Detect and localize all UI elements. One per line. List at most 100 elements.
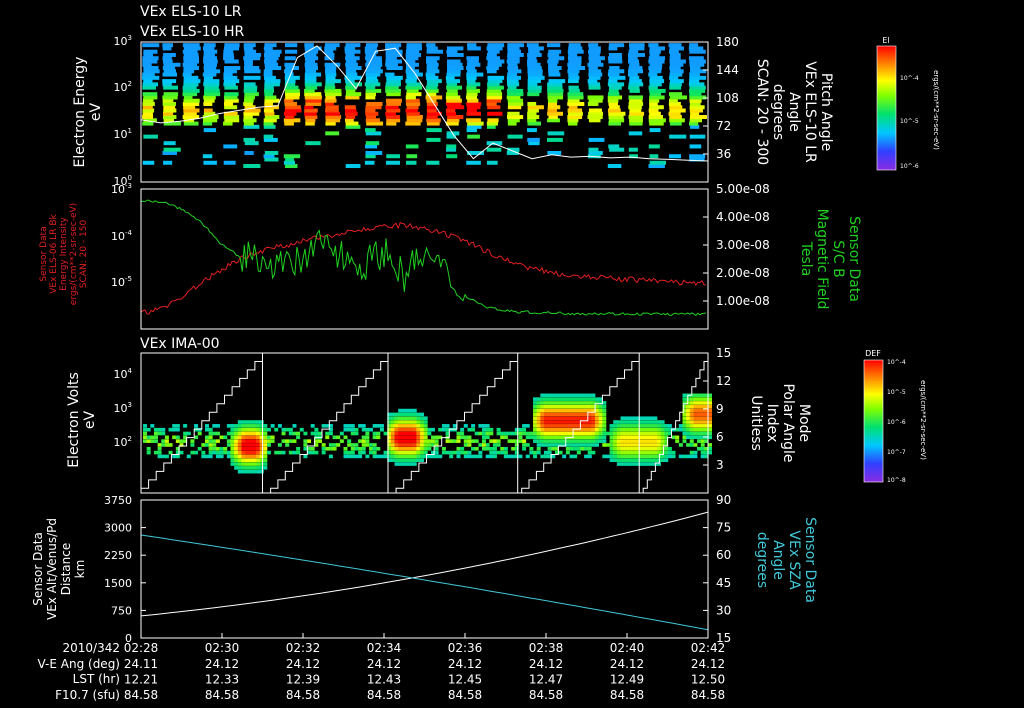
ima-cell xyxy=(467,439,472,443)
ima-cell xyxy=(292,424,297,428)
els-cell xyxy=(406,105,419,110)
els-cell xyxy=(447,118,460,123)
els-ytick-2: 102 xyxy=(114,80,132,94)
els-cell xyxy=(629,121,643,126)
els-cell xyxy=(649,79,665,84)
ima-cell xyxy=(631,458,636,463)
els-cell xyxy=(264,98,280,103)
ima-cell xyxy=(460,435,465,440)
els-cell xyxy=(629,46,645,51)
ima-cell xyxy=(168,443,173,447)
ima-cell xyxy=(700,408,705,413)
els-cell xyxy=(182,49,198,54)
ima-cell xyxy=(700,435,705,440)
ima-cell xyxy=(682,416,687,421)
els-rlabel-4: SCAN: 20 - 300 xyxy=(754,59,770,165)
ima-cell xyxy=(587,397,592,401)
els-cell xyxy=(364,160,375,165)
ima-cell xyxy=(536,404,541,409)
ima-cell xyxy=(398,462,403,466)
els-cell xyxy=(426,92,437,97)
els-cell xyxy=(668,92,683,97)
bfield-rlabel-1: S/C B xyxy=(830,240,846,277)
ima-cell xyxy=(503,446,508,451)
ima-cell xyxy=(620,424,625,428)
ima-cell xyxy=(613,450,618,455)
ima-cell xyxy=(573,393,578,398)
row-label-lst: LST (hr) xyxy=(73,672,120,686)
ima-cell xyxy=(558,420,563,424)
els-cell xyxy=(243,56,261,61)
ima-cell xyxy=(536,408,541,413)
els-cell xyxy=(547,82,563,87)
ima-cell xyxy=(369,450,374,455)
els-cell xyxy=(487,59,505,64)
ima-cell xyxy=(587,404,592,409)
ima-cell xyxy=(237,446,242,451)
ima-cell xyxy=(369,446,374,451)
ima-cell xyxy=(689,431,694,436)
els-cell xyxy=(426,137,441,142)
els-cell xyxy=(305,49,319,54)
ima-cell xyxy=(543,397,548,401)
ima-cell xyxy=(638,458,643,463)
ima-cell xyxy=(624,427,629,432)
els-cell xyxy=(649,121,664,126)
time-tick-6: 02:40 xyxy=(610,641,645,655)
ima-cell xyxy=(638,427,643,432)
els-cell xyxy=(345,69,357,74)
ima-cell xyxy=(631,462,636,466)
ima-cell xyxy=(241,458,246,463)
ima-cell xyxy=(533,431,538,436)
ima-cell xyxy=(609,431,614,436)
els-cell xyxy=(588,59,601,64)
ima-cell xyxy=(398,420,403,424)
ima-cell xyxy=(427,454,432,459)
ima-cell xyxy=(576,412,581,417)
els-cell xyxy=(567,101,585,106)
ima-cell xyxy=(554,431,559,436)
ima-cell xyxy=(708,427,712,432)
ima-cell xyxy=(569,424,574,428)
ima-cell xyxy=(248,439,253,443)
els-cell xyxy=(325,72,337,77)
els-cell xyxy=(142,108,155,113)
els-cell xyxy=(203,108,213,113)
ima-cell xyxy=(358,454,363,459)
ima-frame xyxy=(140,352,709,494)
els-cell xyxy=(162,82,172,87)
ima-cell xyxy=(310,424,315,428)
ima-cell xyxy=(551,408,556,413)
ima-cell xyxy=(325,424,330,428)
ima-cell xyxy=(478,424,483,428)
ima-cell xyxy=(595,424,600,428)
ima-cell xyxy=(627,458,632,463)
els-cell xyxy=(689,72,700,77)
els-cell xyxy=(345,121,359,126)
ima-cell xyxy=(584,439,589,443)
ima-cell xyxy=(591,427,596,432)
els-cell xyxy=(202,72,217,77)
ima-cell xyxy=(576,424,581,428)
ima-cell xyxy=(296,431,301,436)
els-spectrogram xyxy=(142,43,707,169)
ima-cell xyxy=(445,424,450,428)
ima-cell xyxy=(514,439,519,443)
els-cell xyxy=(669,52,681,57)
ima-cell xyxy=(573,424,578,428)
row-label-vea: V-E Ang (deg) xyxy=(38,657,120,671)
els-cell xyxy=(304,75,317,80)
ima-cell xyxy=(700,420,705,424)
els-cell xyxy=(243,82,256,87)
els-cell xyxy=(162,79,177,84)
ima-cell xyxy=(150,435,155,440)
ima-cell xyxy=(642,420,647,424)
ima-cell xyxy=(365,435,370,440)
ima-cell xyxy=(314,427,319,432)
ima-cell xyxy=(405,454,410,459)
els-cell xyxy=(163,141,176,146)
els-cell xyxy=(224,59,239,64)
els-cell xyxy=(568,88,580,93)
els-rticks-label-4: 180 xyxy=(716,35,739,49)
ima-cell xyxy=(168,427,173,432)
